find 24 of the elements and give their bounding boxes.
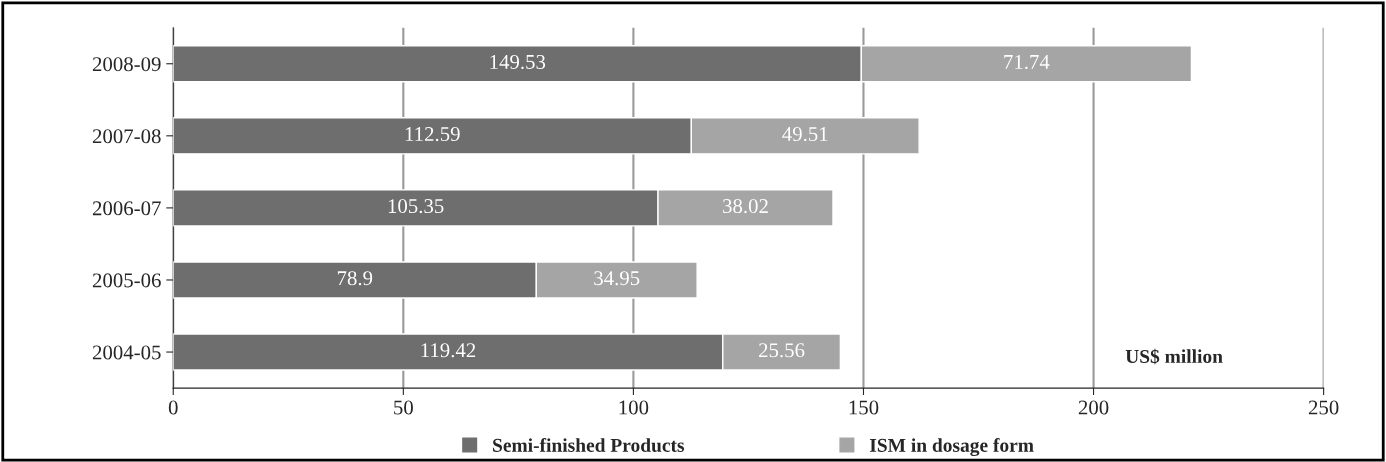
x-tick-label: 200 <box>1078 400 1109 415</box>
data-label: 78.9 <box>337 271 373 286</box>
data-label: 49.51 <box>782 127 828 142</box>
x-tick-label: 100 <box>619 400 649 415</box>
data-label: 71.74 <box>1004 55 1050 70</box>
y-tick-label: 2005-06 <box>92 273 161 288</box>
legend-label: Semi-finished Products <box>493 438 685 452</box>
data-label: 25.56 <box>759 343 805 358</box>
data-label: 112.59 <box>405 127 460 142</box>
x-tick-label: 0 <box>168 400 178 415</box>
data-label: 34.95 <box>594 271 640 286</box>
legend-label: ISM in dosage form <box>869 438 1034 456</box>
y-tick-label: 2008-09 <box>92 57 161 72</box>
data-label: 105.35 <box>388 199 444 214</box>
data-label: 149.53 <box>490 54 546 70</box>
annotation: US$ million <box>1125 348 1223 365</box>
y-tick-label: 2006-07 <box>92 201 161 216</box>
y-tick-label: 2007-08 <box>92 129 161 144</box>
x-tick-label: 250 <box>1308 400 1339 415</box>
x-tick-label: 50 <box>394 400 413 415</box>
data-label: 119.42 <box>421 343 476 358</box>
x-tick-label: 150 <box>849 400 879 415</box>
data-label: 38.02 <box>723 199 768 214</box>
y-tick-label: 2004-05 <box>92 345 161 360</box>
